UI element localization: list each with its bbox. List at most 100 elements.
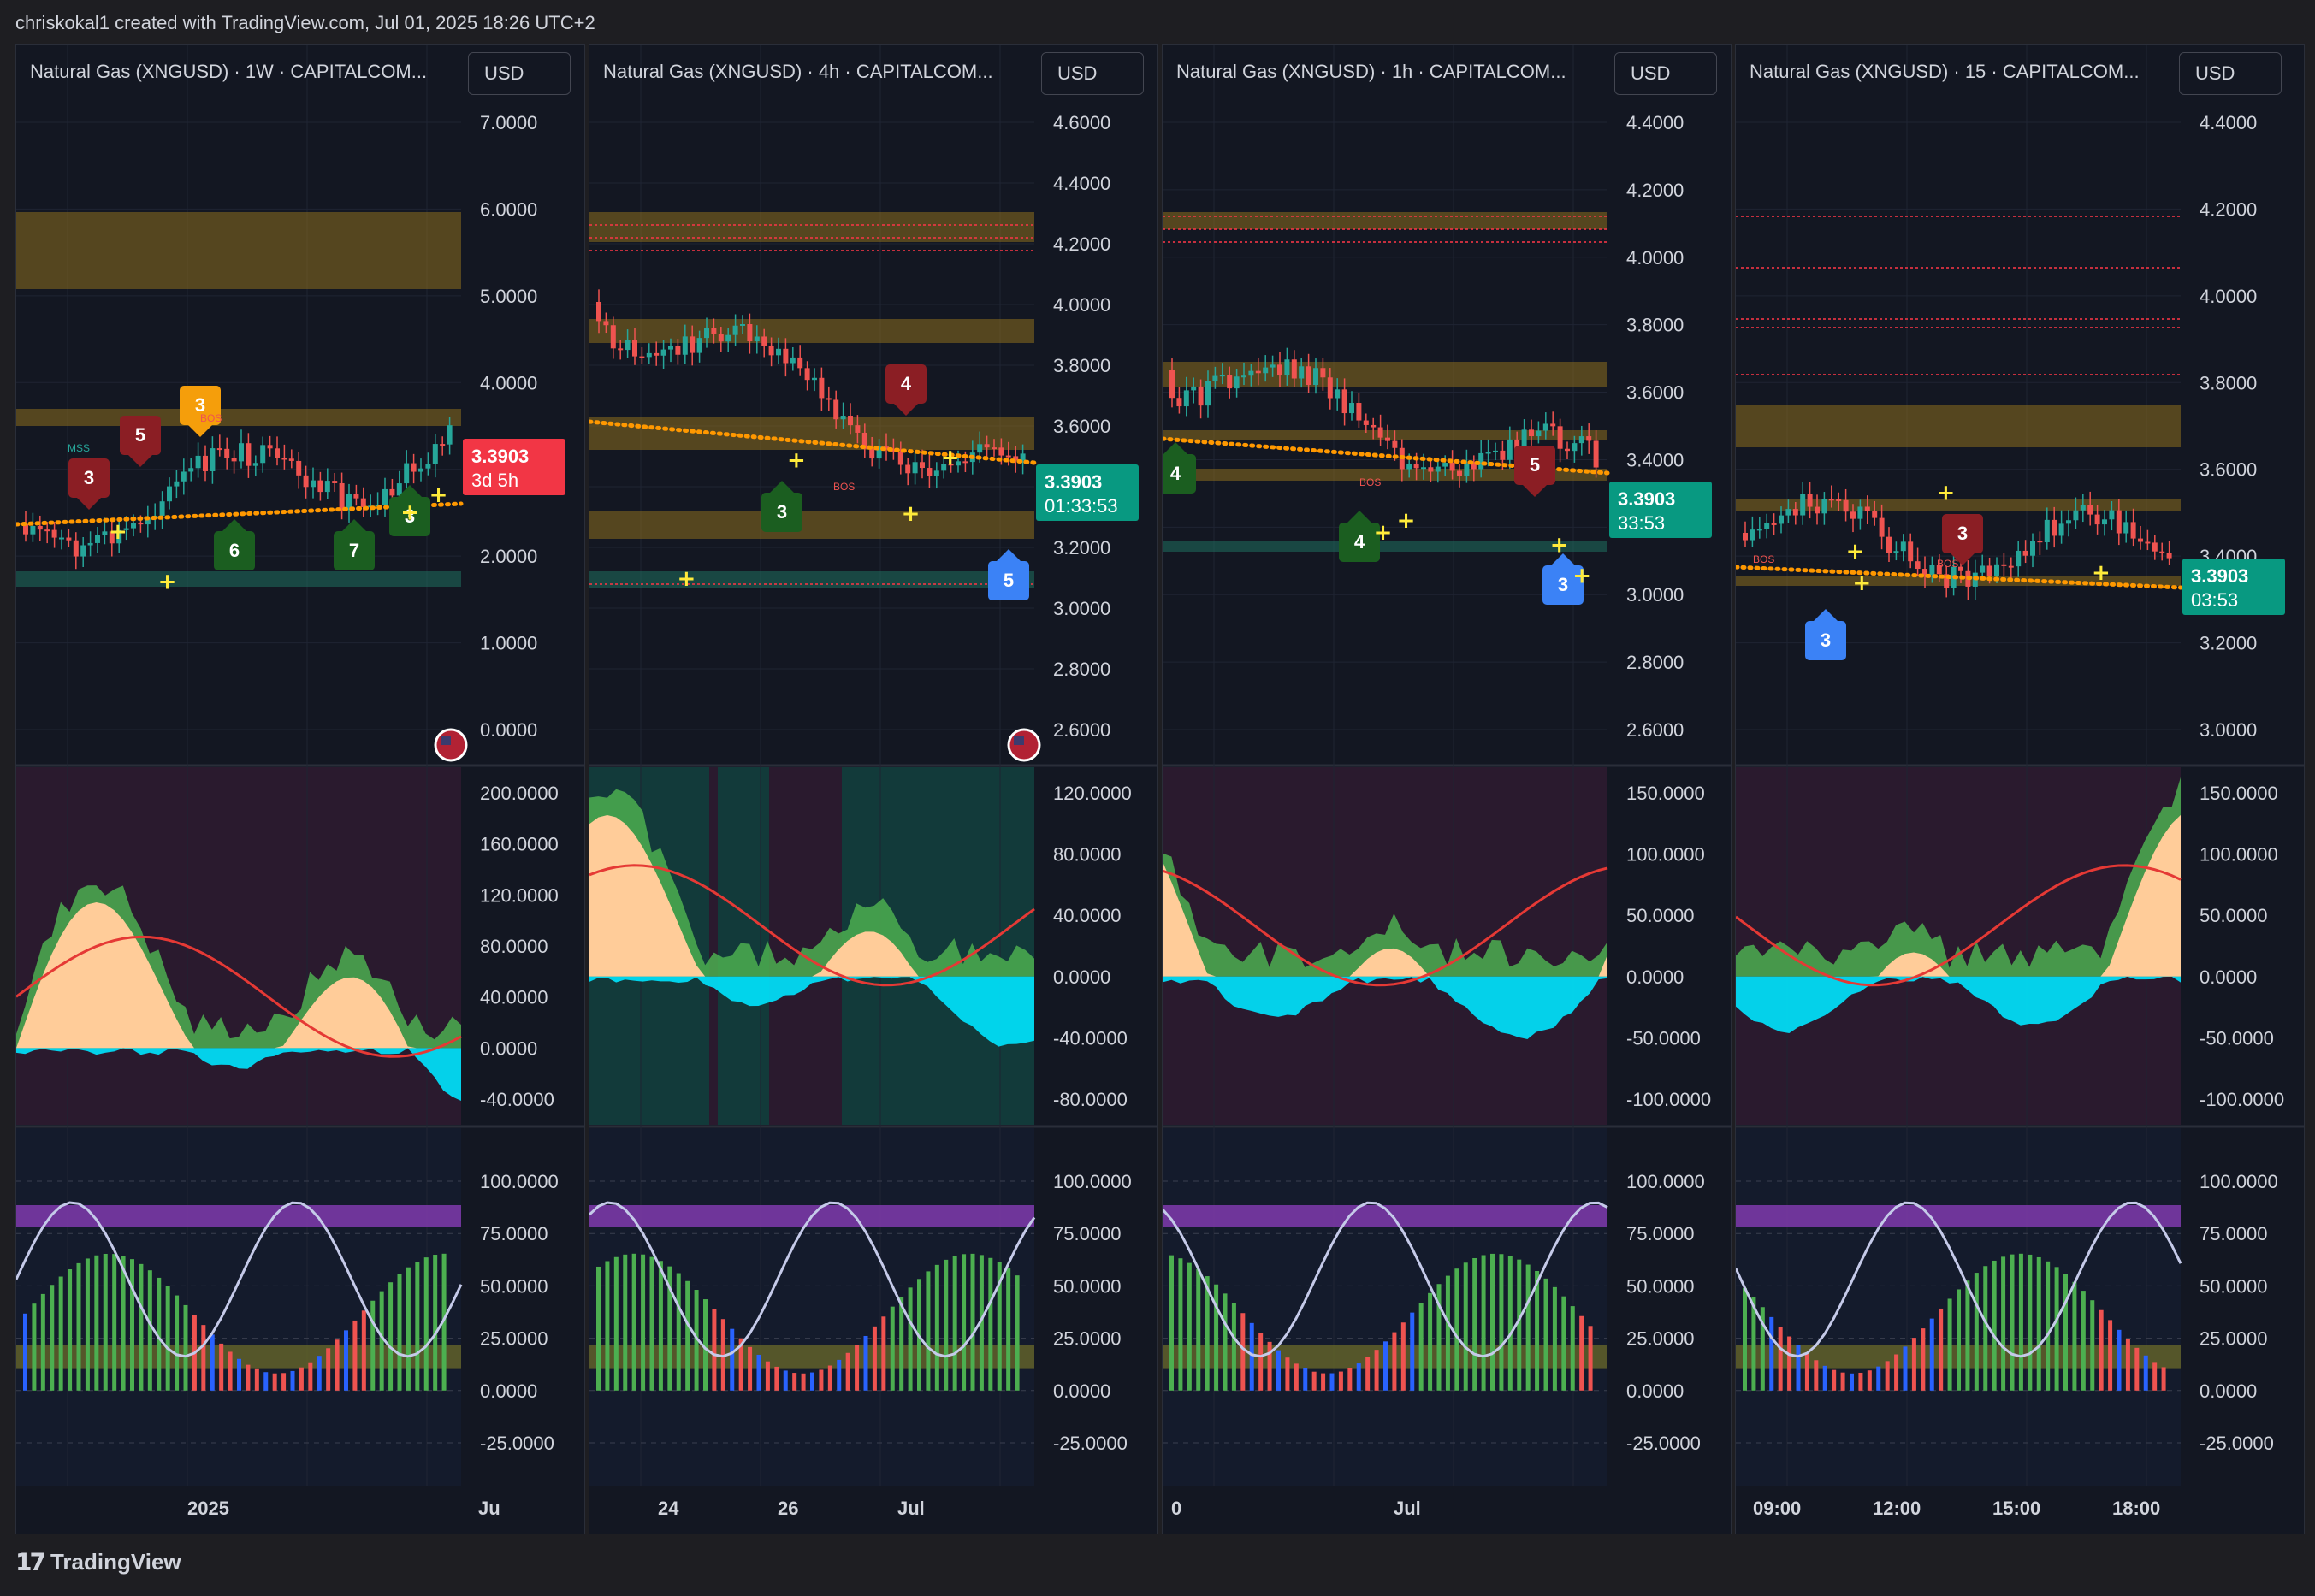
- signal-marker[interactable]: 3: [389, 485, 430, 536]
- moving-average-line: [589, 419, 1037, 465]
- histogram-bar: [881, 1316, 886, 1391]
- histogram-bar: [1418, 1303, 1424, 1391]
- histogram-bar: [1187, 1262, 1192, 1391]
- signal-marker[interactable]: 4: [885, 364, 927, 416]
- histogram-bar: [792, 1373, 797, 1391]
- candle: [2109, 510, 2115, 520]
- histogram-bar: [165, 1286, 170, 1391]
- histogram-bar: [308, 1362, 313, 1391]
- currency-selector-button[interactable]: USD: [2179, 52, 2282, 95]
- panel-symbol-title[interactable]: Natural Gas (XNGUSD) · 4h · CAPITALCOM..…: [603, 61, 993, 82]
- candle: [690, 336, 696, 353]
- candle: [855, 425, 861, 433]
- signal-marker[interactable]: 4: [1163, 442, 1196, 494]
- histogram-bar: [1436, 1284, 1442, 1391]
- signal-marker[interactable]: 5: [988, 549, 1029, 600]
- candle: [984, 444, 990, 448]
- chart-canvas[interactable]: 4.60004.40004.20004.00003.80003.60003.40…: [589, 45, 1158, 1534]
- chart-panel-1[interactable]: 7.00006.00005.00004.00003.00002.00001.00…: [15, 44, 585, 1534]
- candle: [1020, 453, 1026, 461]
- signal-marker[interactable]: 6: [214, 519, 255, 570]
- candle: [998, 447, 1004, 456]
- histogram-bar: [2143, 1355, 2148, 1391]
- histogram-bar: [272, 1373, 277, 1391]
- histogram-bar: [952, 1256, 957, 1391]
- histogram-bar: [1525, 1264, 1531, 1391]
- signal-marker-label: 6: [229, 540, 240, 561]
- currency-selector-button[interactable]: USD: [1041, 52, 1144, 95]
- histogram-bar: [2081, 1291, 2086, 1391]
- signal-marker[interactable]: 7: [334, 519, 375, 570]
- chart-panel-2[interactable]: 4.60004.40004.20004.00003.80003.60003.40…: [589, 44, 1158, 1534]
- histogram-bar: [1921, 1328, 1926, 1391]
- histogram-bar: [1588, 1326, 1593, 1391]
- structure-annotation: BOS: [1359, 476, 1381, 488]
- signal-marker[interactable]: 3: [761, 481, 802, 532]
- histogram-bar: [2117, 1329, 2122, 1391]
- signal-marker[interactable]: 3: [1805, 609, 1846, 660]
- tradingview-brand[interactable]: 𝟭𝟳 TradingView: [15, 1548, 181, 1576]
- time-axis-label: Jul: [1394, 1498, 1421, 1519]
- chart-canvas[interactable]: 4.40004.20004.00003.80003.60003.40003.20…: [1736, 45, 2304, 1534]
- histogram-bar: [774, 1366, 779, 1391]
- signal-marker[interactable]: 5: [120, 416, 161, 467]
- histogram-bar: [157, 1277, 162, 1391]
- candle: [783, 348, 789, 364]
- signal-marker-label: 3: [84, 467, 94, 488]
- osc1-axis-label: 40.0000: [1053, 905, 1122, 926]
- currency-selector-button[interactable]: USD: [468, 52, 571, 95]
- panel-symbol-title[interactable]: Natural Gas (XNGUSD) · 15 · CAPITALCOM..…: [1750, 61, 2140, 82]
- histogram-bar: [1276, 1350, 1281, 1391]
- signal-marker[interactable]: 3: [1542, 553, 1584, 605]
- osc2-axis-label: 50.0000: [1626, 1275, 1695, 1297]
- histogram-bar: [58, 1276, 63, 1391]
- histogram-bar: [1885, 1361, 1890, 1391]
- signal-marker[interactable]: 3: [1942, 514, 1983, 565]
- last-price-value: 3.3903: [1045, 471, 1102, 493]
- candle: [425, 464, 431, 469]
- candle: [1922, 569, 1927, 576]
- panel-symbol-title[interactable]: Natural Gas (XNGUSD) · 1W · CAPITALCOM..…: [30, 61, 428, 82]
- candle: [1406, 464, 1412, 470]
- time-axis-label: Ju: [478, 1498, 500, 1519]
- histogram-bar: [1329, 1373, 1335, 1391]
- histogram-bar: [944, 1259, 949, 1391]
- signal-marker[interactable]: 3: [180, 386, 221, 437]
- candle: [1500, 450, 1506, 460]
- price-axis-label: 4.2000: [1626, 180, 1684, 201]
- chart-panel-4[interactable]: 4.4000 4.2000 4.0000 3.8000 3.6000 3.4000 3.20…: [1735, 44, 2305, 1534]
- signal-marker-label: 4: [1170, 463, 1181, 484]
- osc1-axis-label: 50.0000: [1626, 905, 1695, 926]
- osc1-axis-label: -50.0000: [2200, 1027, 2274, 1049]
- osc1-axis-label: 80.0000: [1053, 844, 1122, 866]
- histogram-bar: [281, 1373, 287, 1391]
- histogram-bar: [1983, 1266, 1988, 1391]
- chart-canvas[interactable]: 7.00006.00005.00004.00003.00002.00001.00…: [16, 45, 584, 1534]
- currency-selector-button[interactable]: USD: [1614, 52, 1717, 95]
- candle: [977, 444, 983, 453]
- candle: [2073, 510, 2079, 521]
- panel-symbol-title[interactable]: Natural Gas (XNGUSD) · 1h · CAPITALCOM..…: [1176, 61, 1566, 82]
- candle: [1565, 448, 1570, 452]
- price-axis-label: 4.4000: [1626, 112, 1684, 133]
- signal-marker[interactable]: 3: [68, 458, 110, 510]
- histogram-bar: [2090, 1300, 2095, 1391]
- histogram-bar: [1850, 1373, 1854, 1391]
- candle: [2022, 550, 2028, 556]
- chart-panel-3[interactable]: 4.40004.20004.00003.80003.60003.40003.20…: [1162, 44, 1732, 1534]
- histogram-bar: [1196, 1268, 1201, 1391]
- histogram-bar: [1463, 1262, 1468, 1391]
- histogram-bar: [2046, 1261, 2051, 1391]
- cross-signal-icon: +: [941, 445, 960, 470]
- osc1-axis-label: 0.0000: [1053, 966, 1110, 988]
- price-axis-label: 0.0000: [480, 719, 537, 741]
- signal-marker[interactable]: 5: [1514, 446, 1555, 497]
- signal-marker[interactable]: 4: [1339, 511, 1380, 562]
- candle: [138, 523, 144, 525]
- chart-canvas[interactable]: 4.40004.20004.00003.80003.60003.40003.20…: [1163, 45, 1731, 1534]
- candle: [1270, 364, 1276, 368]
- candle: [1800, 494, 1806, 516]
- histogram-bar: [694, 1290, 699, 1391]
- histogram-bar: [1400, 1322, 1406, 1391]
- price-axis-label: 2.0000: [480, 546, 537, 567]
